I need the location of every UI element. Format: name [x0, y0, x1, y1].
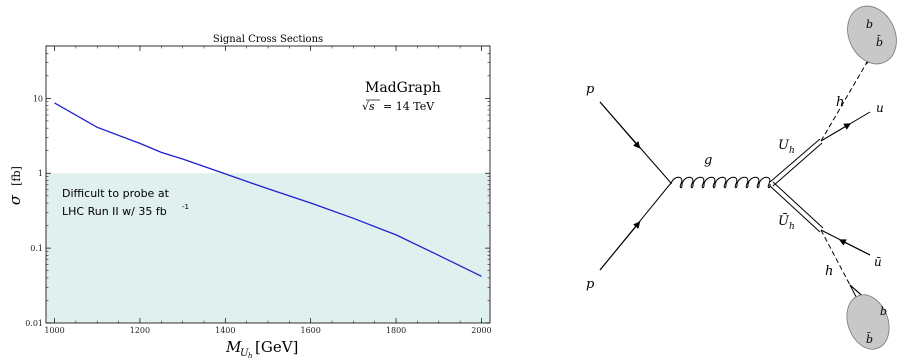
label-bbar-bottom: b̄ — [866, 333, 873, 346]
label-p-bottom: p — [586, 277, 595, 292]
difficult-region — [46, 173, 490, 323]
y-tick-label: 0.01 — [25, 319, 43, 328]
feynman-diagram: p p g U h Ū h h h u ū b b̄ b b̄ — [586, 5, 897, 350]
uh-bottom-line-b — [772, 181, 824, 229]
axis-ticks: 1000 1200 1400 1600 1800 2000 0.01 0.1 1 10 — [25, 45, 492, 335]
label-higgs-bottom: h — [825, 264, 833, 279]
cross-section-chart: Signal Cross Sections 1000 1200 1400 1600 18… — [6, 34, 492, 359]
gluon-propagator — [670, 176, 771, 189]
label-quark-top: u — [876, 101, 884, 115]
madgraph-label: MadGraph — [365, 80, 441, 96]
x-tick-label: 1400 — [215, 326, 235, 335]
label-uh-bottom-sub: h — [789, 222, 795, 232]
uh-top-line-a — [769, 138, 821, 183]
label-higgs-top: h — [836, 95, 844, 110]
y-label-symbol: σ — [6, 194, 24, 205]
cross-section-curve — [54, 102, 482, 277]
label-p-top: p — [586, 82, 595, 97]
label-uh-bottom: Ū — [778, 213, 790, 229]
label-bbar-top: b̄ — [876, 36, 883, 49]
x-tick-label: 1800 — [386, 326, 406, 335]
proton-arrow-bottom — [599, 221, 641, 271]
x-label-unit: [GeV] — [255, 338, 298, 356]
x-label-symbol: M — [225, 338, 242, 356]
higgs-line-top — [820, 63, 867, 142]
y-axis-label: σ [fb] — [6, 166, 24, 205]
label-b-top: b — [866, 18, 873, 31]
label-uh-top-sub: h — [789, 146, 795, 156]
label-gluon: g — [704, 153, 712, 168]
label-quark-bottom: ū — [874, 255, 882, 269]
plot-area — [46, 102, 490, 323]
x-label-sub: U — [240, 348, 249, 359]
y-tick-label: 10 — [33, 94, 43, 103]
y-tick-label: 1 — [38, 169, 43, 178]
b-jet-blob-bottom — [846, 294, 890, 350]
uh-top-line-b — [772, 142, 823, 187]
chart-title: Signal Cross Sections — [213, 34, 323, 45]
y-tick-label: 0.1 — [30, 244, 43, 253]
x-label-subsub: h — [248, 352, 253, 359]
x-axis-label: M U h [GeV] — [225, 338, 298, 359]
x-tick-label: 2000 — [471, 326, 491, 335]
x-tick-label: 1000 — [44, 326, 64, 335]
y-label-unit: [fb] — [10, 166, 23, 186]
region-label-line2: LHC Run II w/ 35 fb — [62, 205, 167, 218]
energy-label: √s = 14 TeV — [362, 100, 435, 113]
quark-arrow-bottom — [838, 239, 871, 256]
energy-rhs: = 14 TeV — [383, 100, 435, 113]
proton-arrow-top — [599, 101, 641, 149]
label-b-bottom: b — [880, 305, 887, 318]
region-label-line1: Difficult to probe at — [62, 187, 170, 200]
uh-bottom-line-a — [769, 185, 821, 233]
quark-arrow-top — [820, 123, 852, 142]
b-jet-blob-top — [847, 5, 897, 65]
label-uh-top: U — [778, 138, 790, 153]
region-label-sup: -1 — [182, 203, 189, 211]
energy-lhs: √s — [362, 100, 375, 113]
x-tick-label: 1600 — [301, 326, 321, 335]
x-tick-label: 1200 — [130, 326, 150, 335]
higgs-line-bottom — [820, 229, 851, 286]
